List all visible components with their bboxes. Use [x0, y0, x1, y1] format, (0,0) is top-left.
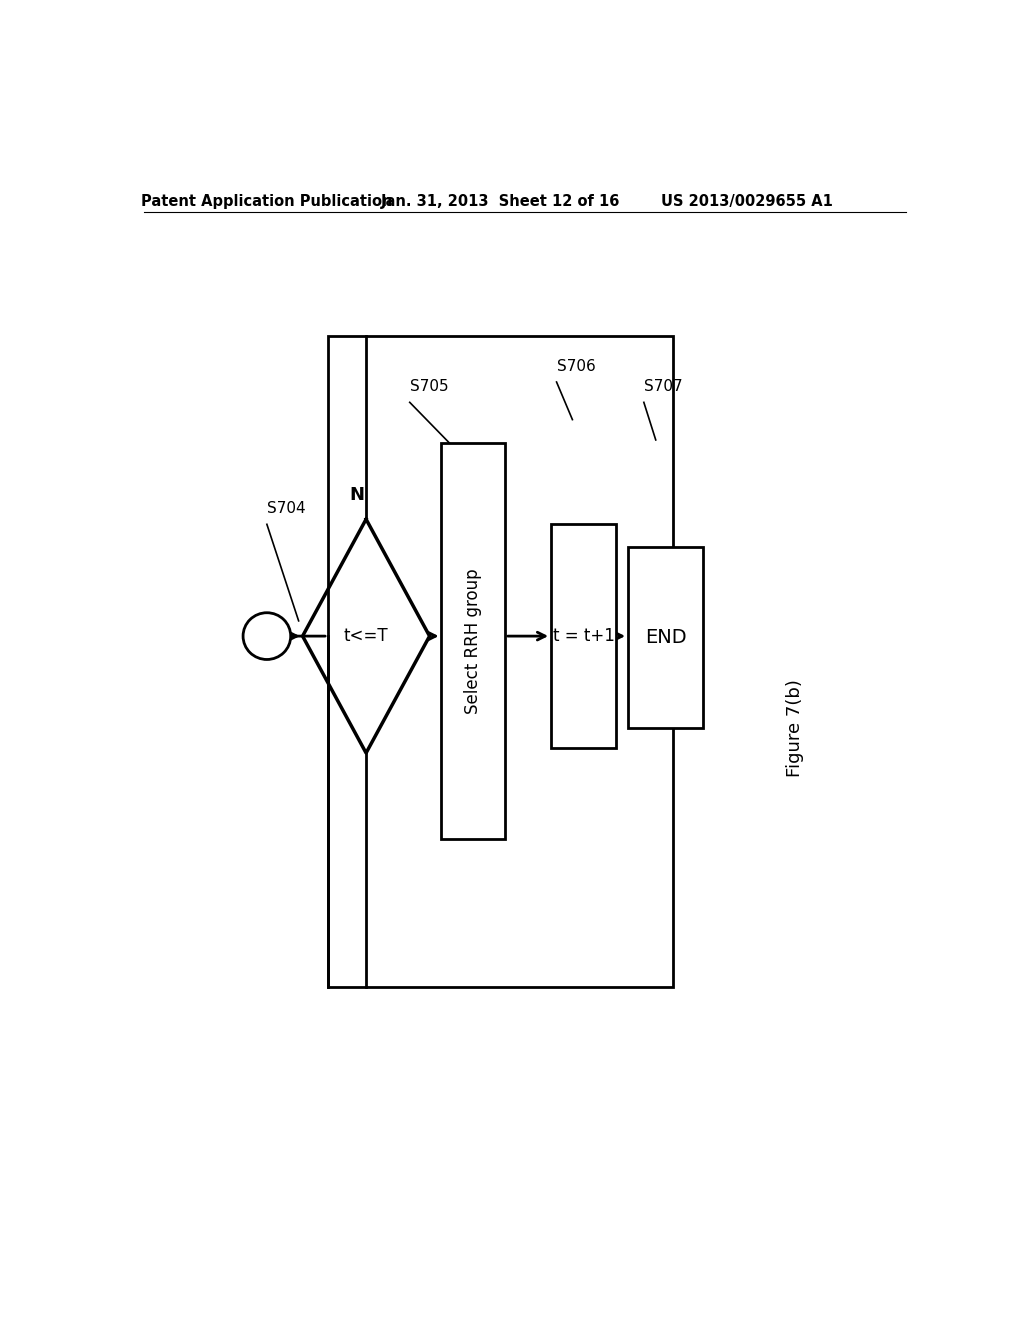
- Bar: [441, 444, 505, 840]
- Text: Select RRH group: Select RRH group: [464, 569, 482, 714]
- Text: Jan. 31, 2013  Sheet 12 of 16: Jan. 31, 2013 Sheet 12 of 16: [381, 194, 621, 209]
- Text: END: END: [645, 627, 686, 647]
- Text: S704: S704: [267, 502, 305, 516]
- Text: S705: S705: [410, 379, 449, 395]
- Text: t<=T: t<=T: [344, 627, 388, 645]
- Bar: [628, 546, 703, 727]
- Text: t = t+1: t = t+1: [553, 627, 614, 645]
- Ellipse shape: [243, 612, 291, 660]
- Text: Patent Application Publication: Patent Application Publication: [141, 194, 392, 209]
- Bar: [328, 337, 673, 987]
- Text: Figure 7(b): Figure 7(b): [785, 678, 804, 776]
- Text: US 2013/0029655 A1: US 2013/0029655 A1: [662, 194, 833, 209]
- Bar: [551, 524, 616, 748]
- Text: S706: S706: [557, 359, 595, 374]
- Text: N: N: [349, 486, 365, 504]
- Text: Y: Y: [443, 627, 457, 645]
- Text: S707: S707: [644, 379, 682, 395]
